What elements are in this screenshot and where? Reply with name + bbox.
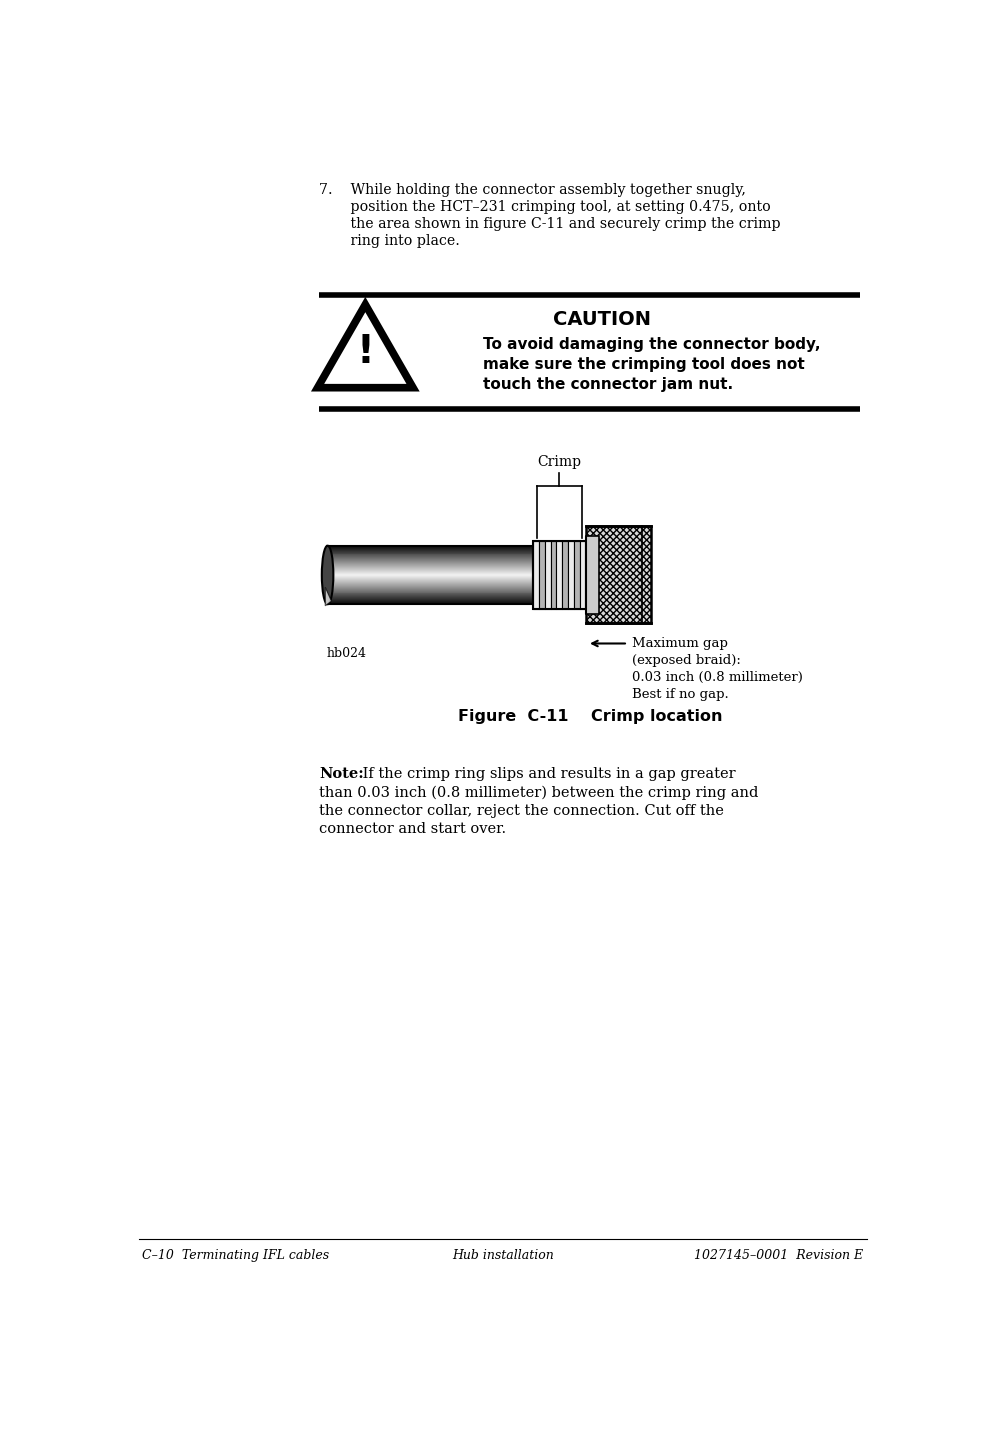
Bar <box>580 542 586 609</box>
Text: touch the connector jam nut.: touch the connector jam nut. <box>483 377 733 392</box>
Text: Hub installation: Hub installation <box>452 1249 553 1262</box>
Text: Best if no gap.: Best if no gap. <box>632 689 729 702</box>
Text: Crimp: Crimp <box>538 456 582 470</box>
Bar <box>562 542 568 609</box>
Text: To avoid damaging the connector body,: To avoid damaging the connector body, <box>483 337 821 352</box>
Bar <box>568 542 574 609</box>
Bar <box>539 542 544 609</box>
Text: make sure the crimping tool does not: make sure the crimping tool does not <box>483 357 804 372</box>
Bar <box>550 542 556 609</box>
Text: 7.    While holding the connector assembly together snugly,: 7. While holding the connector assembly … <box>319 183 746 197</box>
Bar <box>574 542 580 609</box>
Bar <box>556 542 562 609</box>
Bar <box>586 526 651 623</box>
Text: Maximum gap: Maximum gap <box>632 637 728 650</box>
Text: Figure  C-11    Crimp location: Figure C-11 Crimp location <box>457 709 722 725</box>
Text: position the HCT–231 crimping tool, at setting 0.475, onto: position the HCT–231 crimping tool, at s… <box>319 200 771 214</box>
Text: CAUTION: CAUTION <box>553 310 651 329</box>
Text: than 0.03 inch (0.8 millimeter) between the crimp ring and: than 0.03 inch (0.8 millimeter) between … <box>319 785 758 800</box>
Bar <box>586 536 599 614</box>
Text: ring into place.: ring into place. <box>319 234 460 247</box>
Bar <box>586 526 651 623</box>
Polygon shape <box>326 587 332 606</box>
Text: Note:: Note: <box>319 767 364 780</box>
Text: (exposed braid):: (exposed braid): <box>632 654 741 667</box>
Text: connector and start over.: connector and start over. <box>319 822 506 836</box>
Text: the connector collar, reject the connection. Cut off the: the connector collar, reject the connect… <box>319 803 724 817</box>
Text: C–10  Terminating IFL cables: C–10 Terminating IFL cables <box>142 1249 330 1262</box>
Ellipse shape <box>322 546 334 604</box>
Bar <box>534 542 586 609</box>
Text: If the crimp ring slips and results in a gap greater: If the crimp ring slips and results in a… <box>358 767 735 780</box>
Bar <box>534 542 539 609</box>
Text: hb024: hb024 <box>327 647 367 660</box>
Text: !: ! <box>356 333 375 370</box>
Bar <box>544 542 550 609</box>
Bar <box>327 546 534 604</box>
Text: the area shown in figure C-11 and securely crimp the crimp: the area shown in figure C-11 and secure… <box>319 217 781 231</box>
Text: 1027145–0001  Revision E: 1027145–0001 Revision E <box>695 1249 863 1262</box>
Text: 0.03 inch (0.8 millimeter): 0.03 inch (0.8 millimeter) <box>632 672 802 684</box>
